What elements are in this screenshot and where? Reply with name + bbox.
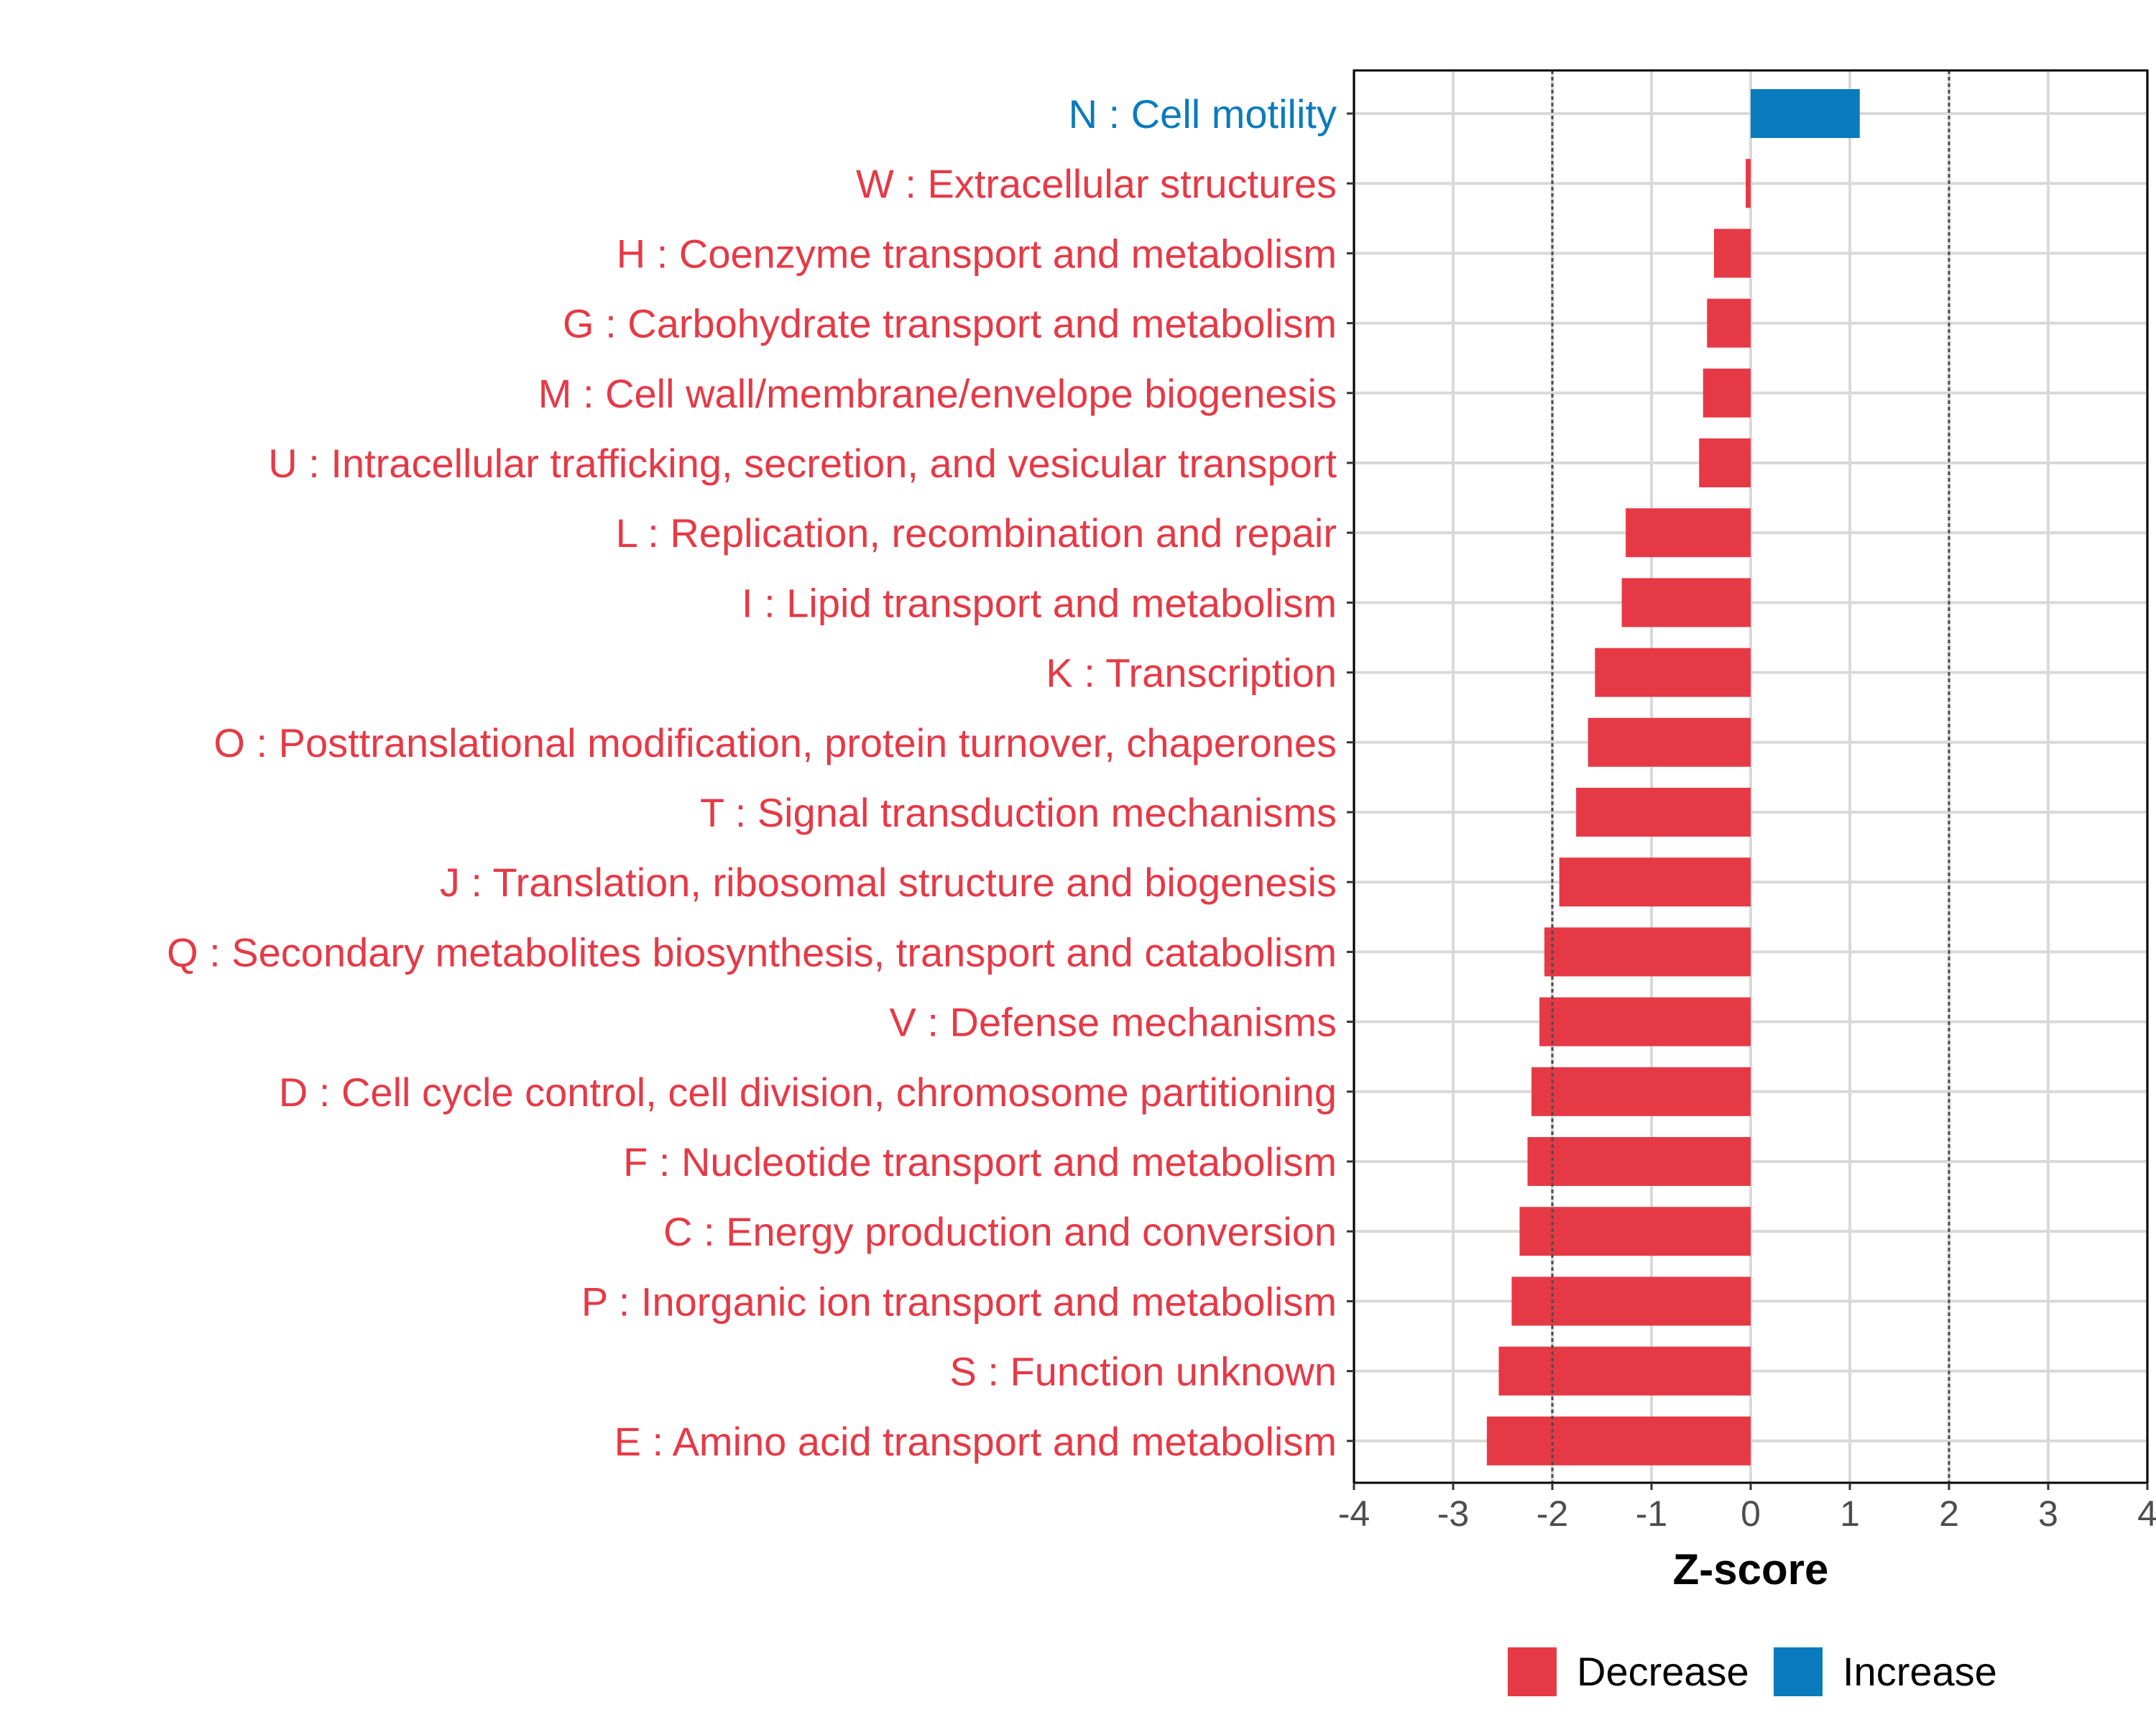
x-tick-label: -1 bbox=[1636, 1494, 1667, 1534]
legend: Decrease Increase bbox=[1508, 1647, 1997, 1696]
bar bbox=[1703, 368, 1751, 418]
bar bbox=[1511, 1276, 1751, 1326]
bar bbox=[1539, 997, 1751, 1046]
bar bbox=[1621, 578, 1751, 627]
x-tick-label: -3 bbox=[1437, 1494, 1469, 1534]
bar bbox=[1588, 717, 1751, 767]
x-tick-label: 1 bbox=[1840, 1494, 1860, 1534]
category-label: O : Posttranslational modification, prot… bbox=[213, 720, 1337, 765]
x-tick-label: 4 bbox=[2137, 1494, 2156, 1534]
legend-label-increase: Increase bbox=[1843, 1649, 1997, 1694]
bar bbox=[1544, 927, 1751, 977]
grid-layer bbox=[1353, 70, 2149, 1483]
category-label: D : Cell cycle control, cell division, c… bbox=[279, 1070, 1337, 1115]
category-label: F : Nucleotide transport and metabolism bbox=[623, 1139, 1337, 1184]
bar bbox=[1559, 857, 1751, 907]
category-label: G : Carbohydrate transport and metabolis… bbox=[563, 301, 1337, 346]
x-tick-label: 3 bbox=[2038, 1494, 2058, 1534]
category-label: C : Energy production and conversion bbox=[663, 1209, 1337, 1254]
bar bbox=[1626, 508, 1751, 558]
bar bbox=[1751, 89, 1860, 138]
bar bbox=[1595, 648, 1751, 697]
bar bbox=[1527, 1137, 1751, 1186]
category-label: H : Coenzyme transport and metabolism bbox=[617, 231, 1337, 276]
category-label: J : Translation, ribosomal structure and… bbox=[440, 860, 1337, 905]
bar bbox=[1746, 159, 1751, 208]
x-tick-label: -2 bbox=[1537, 1494, 1568, 1534]
threshold-layer bbox=[1551, 70, 1950, 1483]
category-label: M : Cell wall/membrane/envelope biogenes… bbox=[538, 371, 1337, 416]
bar bbox=[1713, 229, 1751, 278]
bar bbox=[1486, 1416, 1751, 1466]
bar bbox=[1519, 1207, 1751, 1256]
bar bbox=[1707, 298, 1751, 348]
category-labels: N : Cell motility W : Extracellular struc… bbox=[167, 91, 1354, 1464]
x-axis-ticks: -4 -3 -2 -1 0 1 2 3 4 bbox=[1338, 1483, 2156, 1534]
legend-label-decrease: Decrease bbox=[1577, 1649, 1749, 1694]
category-label: Q : Secondary metabolites biosynthesis, … bbox=[167, 929, 1337, 975]
category-label: T : Signal transduction mechanisms bbox=[700, 790, 1337, 835]
x-axis-title: Z-score bbox=[1673, 1545, 1829, 1593]
x-tick-label: 2 bbox=[1939, 1494, 1959, 1534]
category-label: S : Function unknown bbox=[949, 1349, 1337, 1394]
category-label: U : Intracellular trafficking, secretion… bbox=[268, 441, 1337, 486]
category-label: V : Defense mechanisms bbox=[890, 1000, 1337, 1045]
category-label: N : Cell motility bbox=[1069, 91, 1337, 137]
legend-swatch-increase bbox=[1774, 1647, 1823, 1696]
category-label: E : Amino acid transport and metabolism bbox=[614, 1419, 1337, 1464]
bar bbox=[1699, 438, 1751, 487]
legend-swatch-decrease bbox=[1508, 1647, 1557, 1696]
category-label: K : Transcription bbox=[1046, 650, 1337, 696]
bar bbox=[1531, 1067, 1751, 1116]
bar bbox=[1498, 1346, 1751, 1396]
x-tick-label: 0 bbox=[1741, 1494, 1761, 1534]
x-tick-label: -4 bbox=[1338, 1494, 1370, 1534]
category-label: P : Inorganic ion transport and metaboli… bbox=[581, 1279, 1337, 1324]
category-label: W : Extracellular structures bbox=[856, 161, 1337, 206]
bar-layer bbox=[1486, 89, 1860, 1466]
category-label: L : Replication, recombination and repai… bbox=[616, 510, 1337, 556]
bar bbox=[1576, 788, 1751, 837]
category-label: I : Lipid transport and metabolism bbox=[742, 580, 1337, 625]
